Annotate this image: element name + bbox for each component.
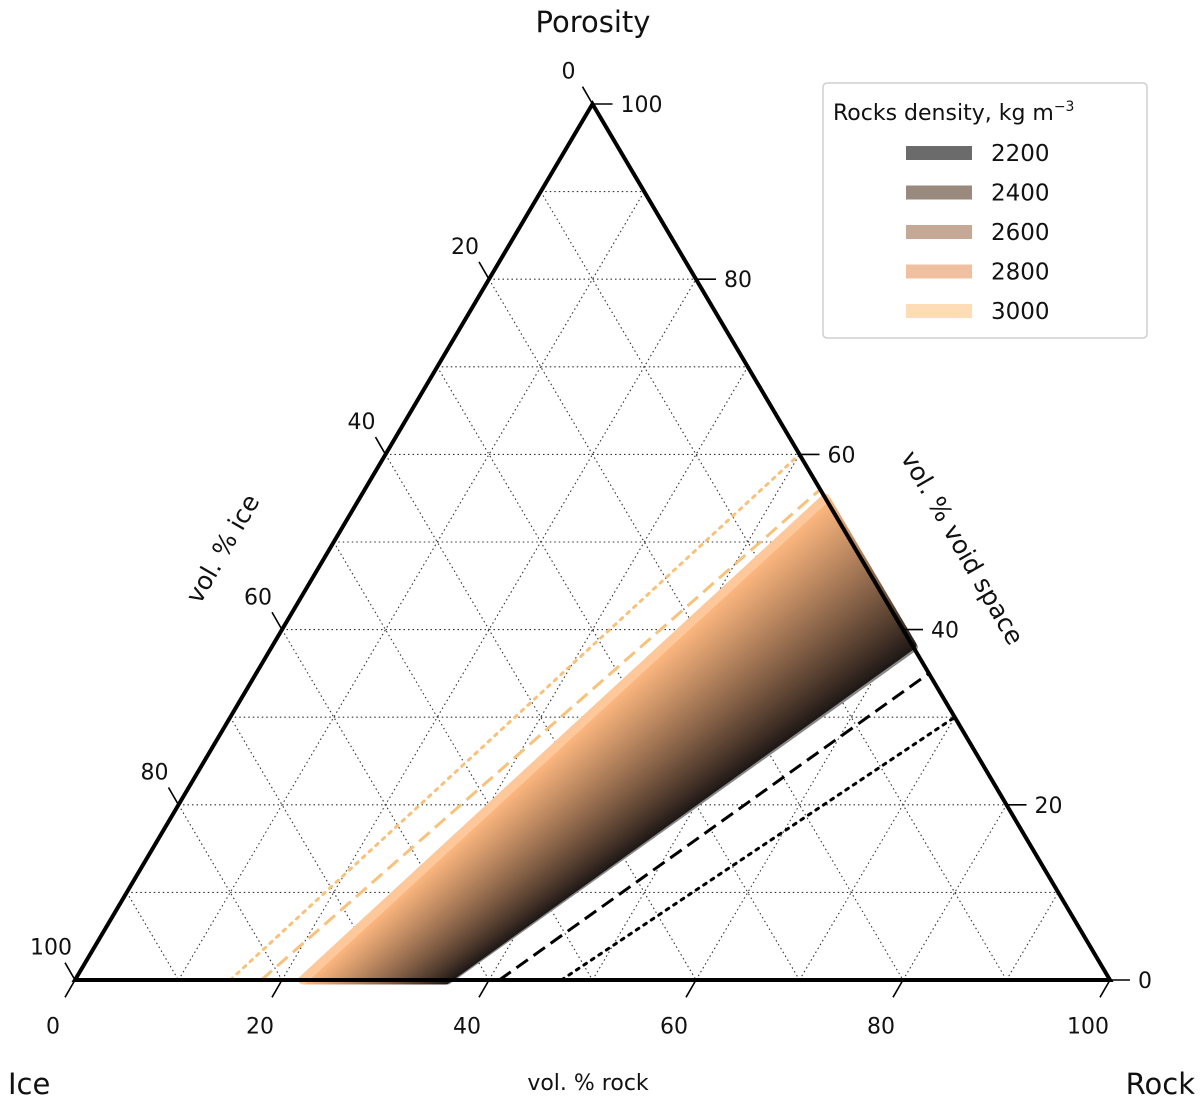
grid-line-rock [799,716,956,981]
tick-label-ice: 40 [348,410,376,435]
tick-mark-ice [271,611,283,630]
legend-swatch [906,225,972,239]
legend-entry-label: 2600 [991,220,1050,246]
grid-line-ice [488,278,904,981]
tick-mark-rock [685,979,697,998]
grid-line-rock [1006,892,1059,981]
grid-line-ice [385,454,697,981]
grid-line-rock [385,366,749,981]
corner-label-ice: Ice [8,1067,50,1101]
tick-label-void: 0 [1138,969,1152,994]
tick-mark-rock [64,979,76,998]
grid-line-rock [695,629,904,981]
tick-label-ice: 60 [244,585,272,610]
tick-label-void: 40 [931,619,959,644]
tick-label-ice: 80 [141,760,169,785]
reference-line-dotted [228,452,801,982]
legend-entry-label: 2200 [991,141,1050,167]
legend-swatch [906,304,972,318]
tick-label-rock: 80 [867,1014,895,1039]
tick-mark-ice [478,261,490,280]
band-line [298,493,830,985]
legend-box [822,82,1148,339]
tick-label-rock: 60 [660,1014,688,1039]
axis-label-rock: vol. % rock [527,1071,649,1096]
legend-title: Rocks density, kg m−3 [833,99,1074,126]
tick-label-void: 80 [724,268,752,293]
reference-line-dotted [559,715,957,982]
grid-line-ice [281,629,490,981]
tick-mark-rock [478,979,490,998]
legend-swatch [906,264,972,279]
tick-mark-ice [64,962,76,981]
legend-entries: 2200 2400 2600 2800 3000 [906,141,1050,325]
tick-label-void: 60 [828,443,856,468]
density-band [298,493,918,985]
reference-lines [228,452,957,982]
tick-marks: 0 20 40 60 80 100 100 80 60 40 20 0 0 20 40 60 80 100 [30,60,1152,1040]
tick-mark-ice [374,436,387,455]
tick-label-ice: 20 [451,235,479,260]
legend-entry-label: 3000 [991,299,1050,325]
tick-mark-ice [581,86,594,105]
grid-line-ice [126,892,179,981]
tick-label-ice: 100 [30,936,72,961]
tick-mark-ice [167,787,180,806]
tick-label-rock: 0 [46,1014,60,1039]
legend-entry-label: 2800 [991,260,1050,286]
reference-line-dashed [260,488,822,982]
reference-line-dashed [498,672,930,982]
tick-label-void: 20 [1035,794,1063,819]
tick-label-rock: 20 [246,1014,274,1039]
tick-mark-rock [1099,979,1111,998]
tick-label-ice: 0 [562,60,576,85]
legend-swatch [906,146,972,160]
corner-label-rock: Rock [1126,1067,1196,1101]
grid-line-ice [229,716,386,981]
legend-entry-label: 2400 [991,181,1050,207]
tick-label-rock: 40 [453,1014,481,1039]
tick-label-rock: 100 [1067,1014,1109,1039]
grid-line-rock [281,278,697,981]
tick-mark-rock [271,979,283,998]
corner-label-porosity: Porosity [536,5,651,39]
axis-label-void: vol. % void space [895,446,1030,650]
grid-line-ice [436,366,800,981]
tick-label-void: 100 [621,93,663,118]
triangle-outline [71,100,1114,982]
legend: Rocks density, kg m−3 2200 2400 2600 2800 30… [822,82,1148,339]
triangle-frame [71,100,1114,982]
tick-mark-rock [892,979,904,998]
legend-swatch [906,185,972,200]
